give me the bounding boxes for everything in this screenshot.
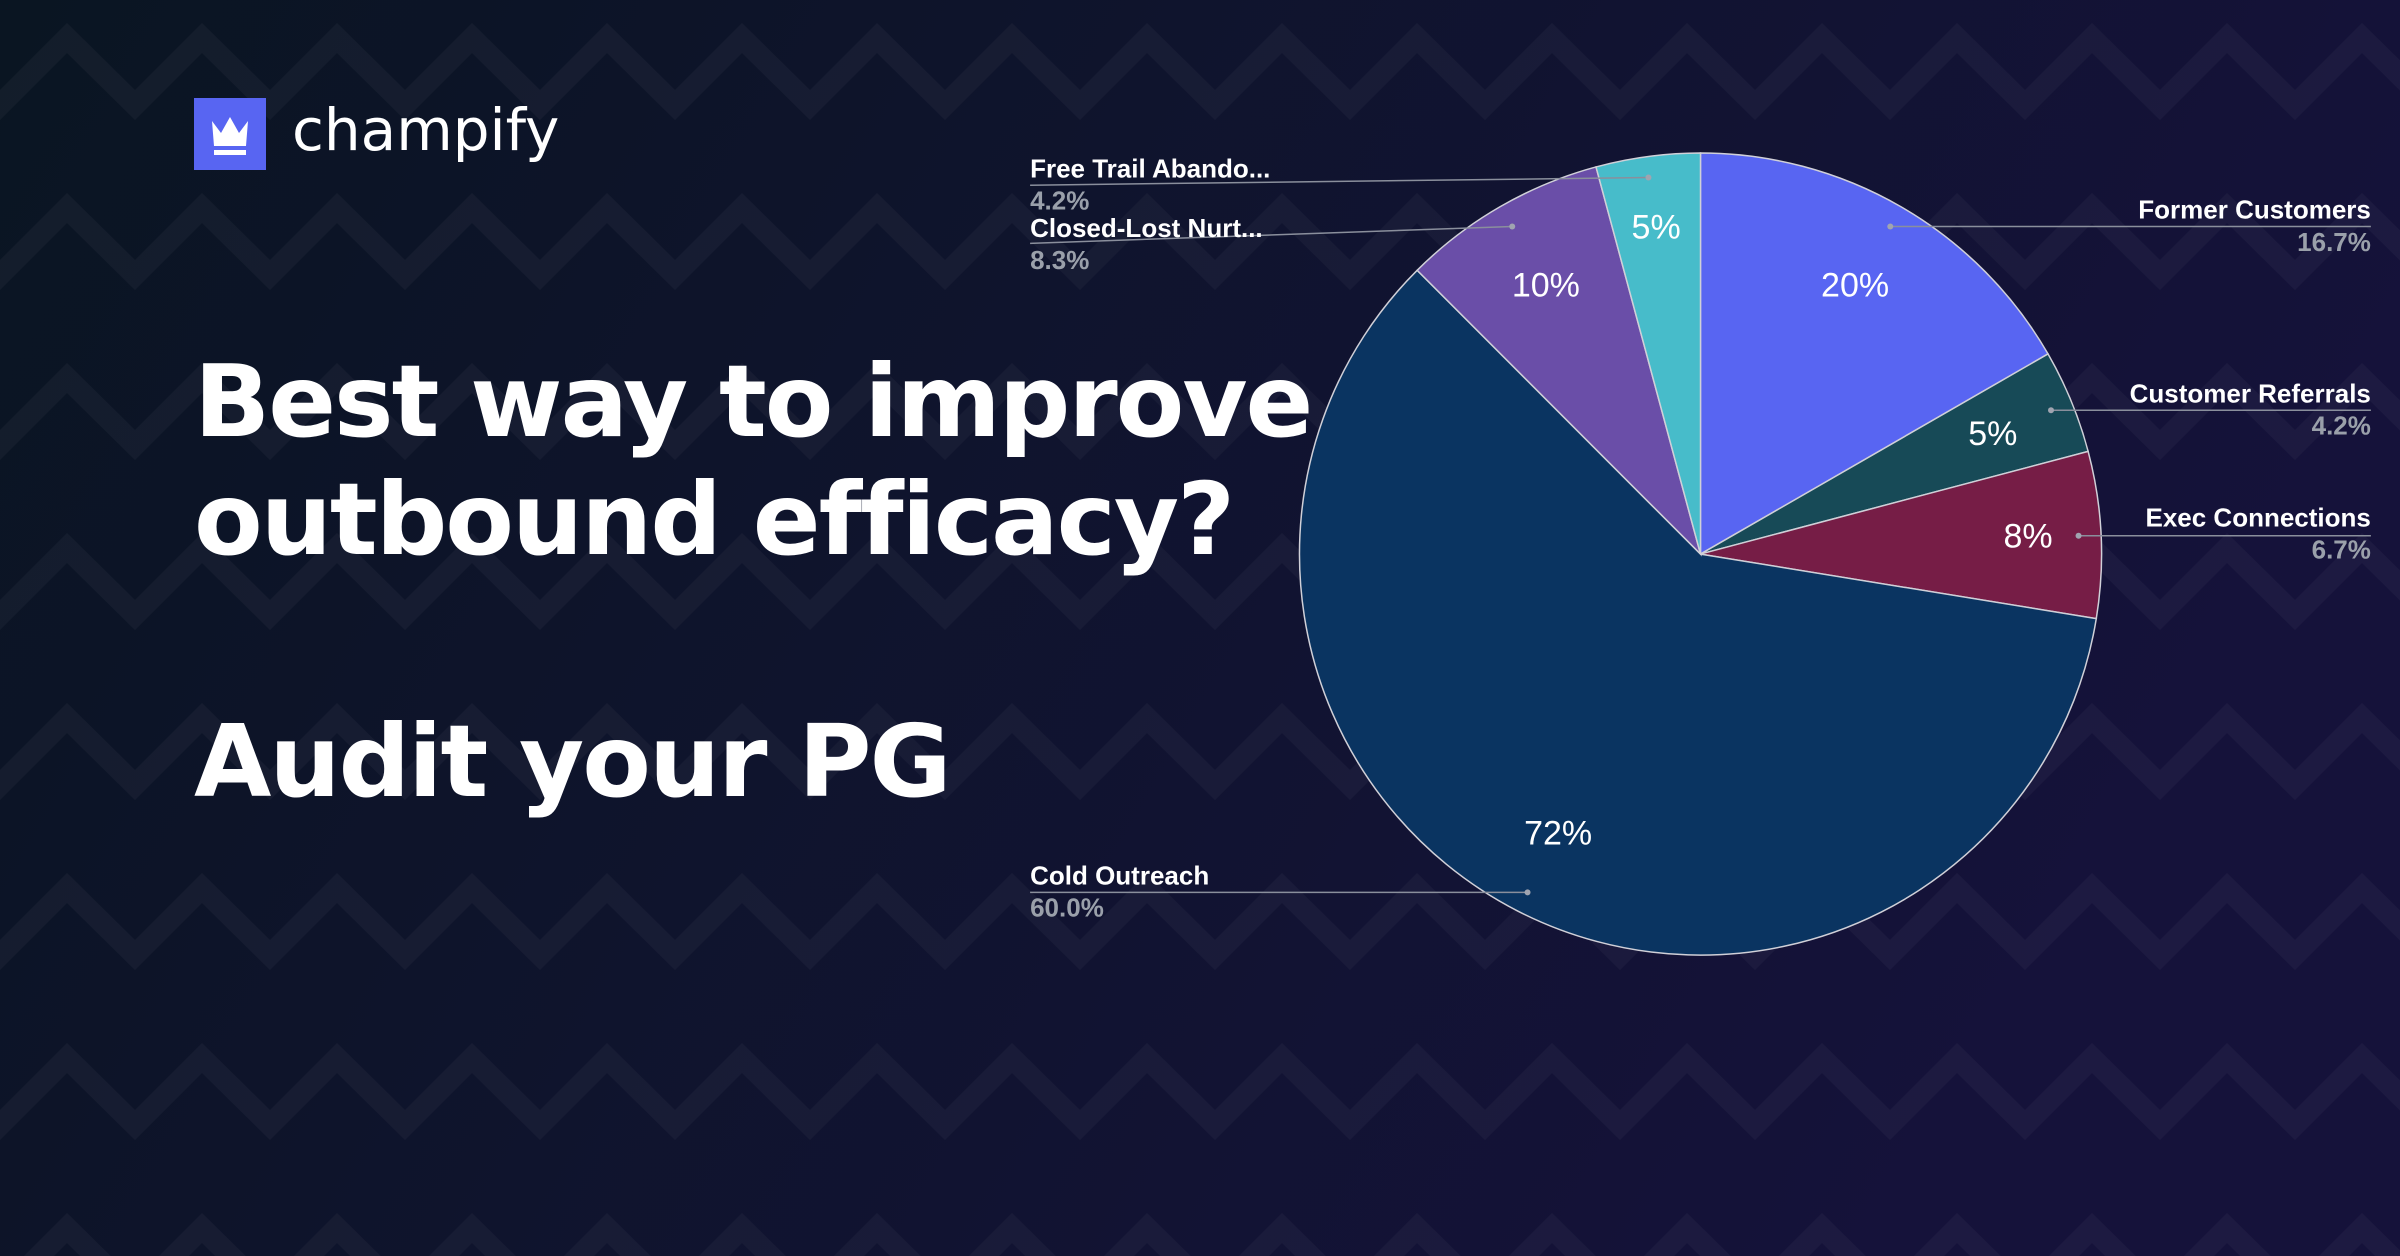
pie-slice — [1416, 165, 1702, 557]
headline: outbound efficacy? — [194, 461, 1233, 578]
leader-line — [1030, 176, 1649, 186]
subheadline: Audit your PG — [194, 703, 950, 820]
legend-name: Customer Referrals — [2130, 378, 2371, 408]
legend-name: Closed-Lost Nurt... — [1030, 213, 1263, 243]
value-label: 60.0% — [1030, 893, 1104, 923]
legend-name: Exec Connections — [2145, 502, 2370, 532]
slice-label: 20% — [1821, 267, 1889, 305]
leader-dot — [2048, 407, 2055, 414]
leader-line — [1030, 225, 1513, 245]
headline: Best way to improve — [194, 343, 1311, 460]
value-label: 4.2% — [1030, 186, 1089, 216]
value-label: 16.7% — [2297, 227, 2371, 257]
legend-name: Cold Outreach — [1030, 861, 1209, 891]
pie-slice — [1298, 269, 2098, 956]
value-label: 8.3% — [1030, 245, 1089, 275]
pie-slice — [1595, 152, 1702, 555]
value-label: 6.7% — [2312, 534, 2371, 564]
leader-dot — [1509, 223, 1516, 230]
slice-label: 72% — [1524, 815, 1592, 853]
pie-slice — [1699, 152, 2050, 556]
pie-slice — [1700, 450, 2103, 620]
leader-dot — [1524, 889, 1531, 896]
slice-label: 8% — [2003, 518, 2052, 556]
leader-dot — [1645, 174, 1652, 181]
value-label: 4.2% — [2312, 411, 2371, 441]
leader-dot — [2075, 532, 2082, 539]
legend-name: Former Customers — [2138, 195, 2371, 225]
leader-dot — [1887, 223, 1894, 230]
slice-label: 5% — [1632, 209, 1681, 247]
brand-name: champify — [292, 96, 559, 164]
logo: champify — [194, 96, 559, 170]
slice-label: 10% — [1512, 267, 1580, 305]
slice-label: 5% — [1968, 415, 2017, 453]
logo-crown — [212, 117, 248, 155]
legend-name: Free Trail Abando... — [1030, 153, 1270, 183]
